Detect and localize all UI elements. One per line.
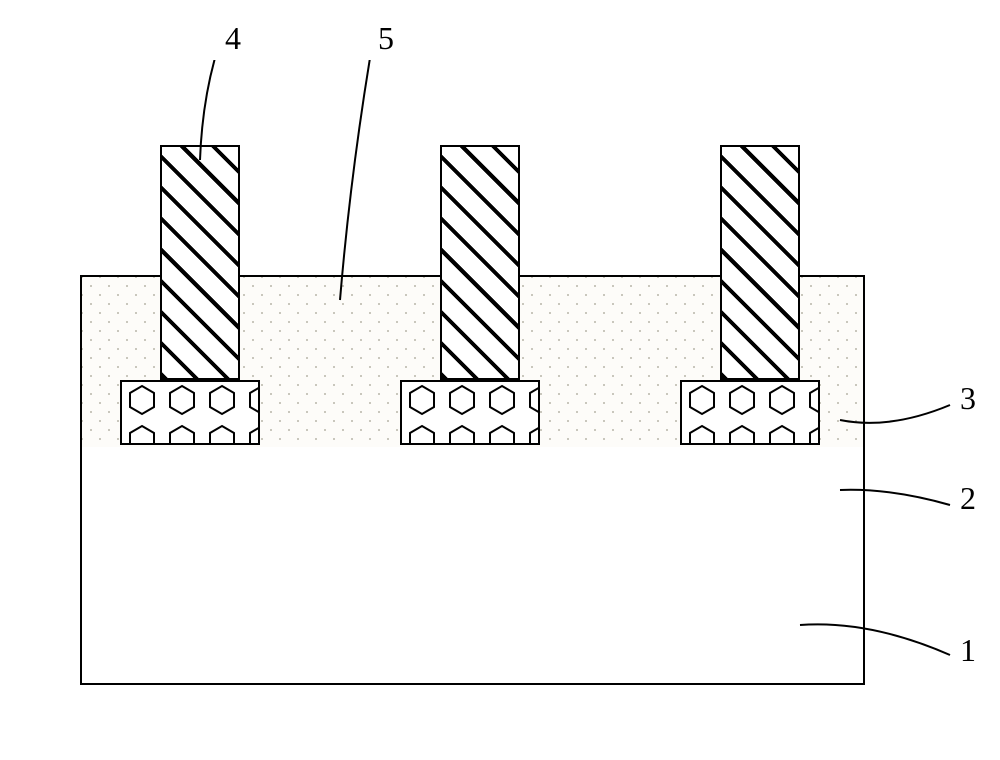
label-3: 3 xyxy=(960,380,976,417)
hex-block xyxy=(400,380,540,445)
hatched-pillar xyxy=(720,145,800,380)
label-4: 4 xyxy=(225,20,241,57)
hex-block xyxy=(680,380,820,445)
diagram-root: 4 5 3 2 1 xyxy=(80,60,910,690)
hatched-pillar xyxy=(440,145,520,380)
layer-1-substrate xyxy=(80,530,865,685)
hex-block xyxy=(120,380,260,445)
label-2: 2 xyxy=(960,480,976,517)
label-5: 5 xyxy=(378,20,394,57)
layer-2 xyxy=(80,445,865,532)
label-1: 1 xyxy=(960,632,976,669)
hatched-pillar xyxy=(160,145,240,380)
